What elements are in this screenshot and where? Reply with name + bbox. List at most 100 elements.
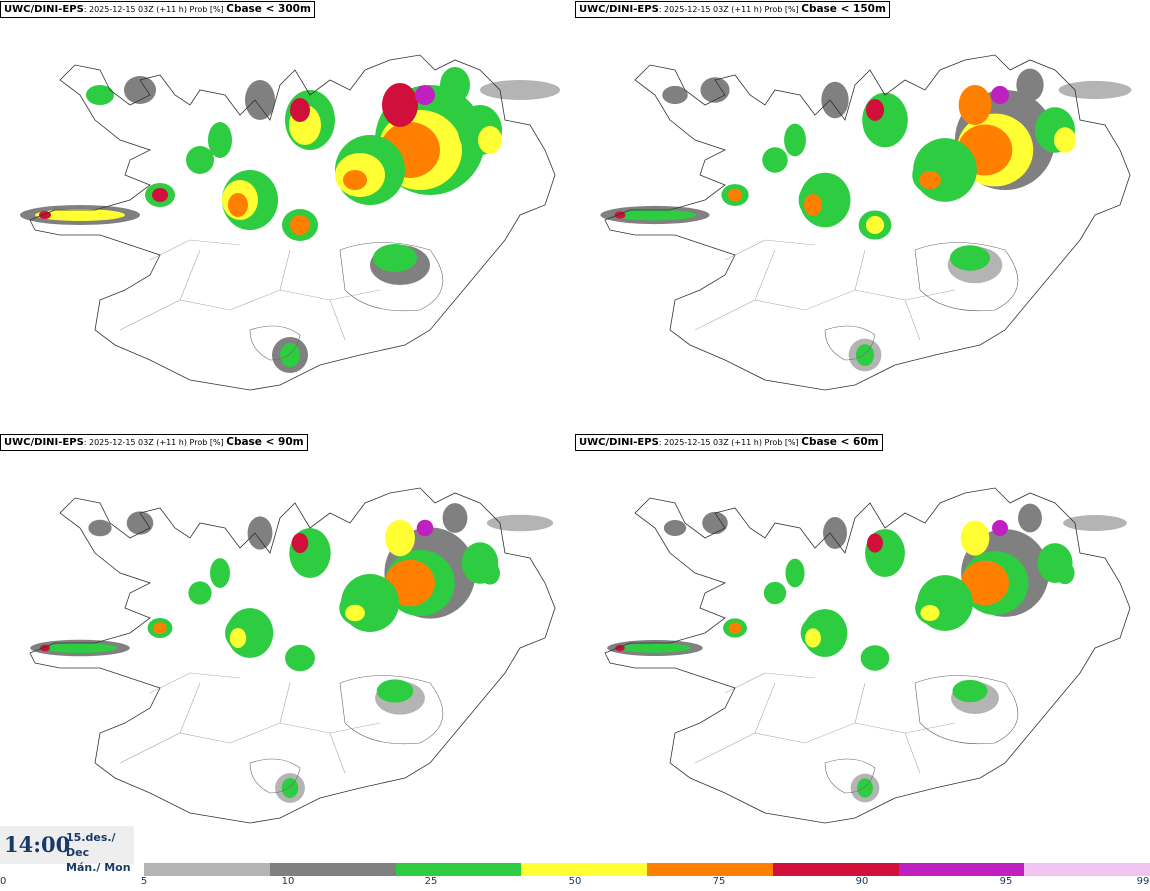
scale-segment bbox=[395, 863, 522, 876]
probability-area bbox=[208, 122, 232, 158]
probability-area bbox=[784, 123, 806, 157]
probability-area bbox=[42, 643, 118, 653]
day-line: Mán./ Mon bbox=[66, 861, 131, 874]
map-panel-300m: UWC/DINI-EPS: 2025-12-15 03Z (+11 h) Pro… bbox=[0, 0, 575, 430]
probability-area bbox=[1055, 561, 1075, 585]
probability-area bbox=[343, 170, 367, 190]
probability-area bbox=[290, 98, 310, 122]
road-lines bbox=[119, 239, 381, 341]
iceland-probability-map bbox=[600, 54, 1132, 391]
probability-area bbox=[35, 209, 125, 221]
valid-date: 15.des./ Dec Mán./ Mon bbox=[66, 830, 134, 875]
probability-area bbox=[867, 533, 883, 553]
run-info: : 2025-12-15 03Z (+11 h) Prob [%] bbox=[83, 5, 227, 14]
color-scale-bar bbox=[144, 863, 1150, 876]
probability-area bbox=[857, 778, 873, 798]
probability-area bbox=[727, 188, 743, 202]
scale-label: 5 bbox=[140, 876, 148, 887]
road-lines bbox=[694, 239, 956, 341]
run-info: : 2025-12-15 03Z (+11 h) Prob [%] bbox=[658, 5, 802, 14]
probability-area bbox=[478, 126, 502, 154]
probability-area bbox=[188, 581, 212, 605]
probability-area bbox=[958, 84, 992, 126]
probability-area bbox=[855, 344, 875, 366]
scale-segment bbox=[772, 863, 899, 876]
probability-area bbox=[152, 188, 168, 202]
panel-title-150m: UWC/DINI-EPS: 2025-12-15 03Z (+11 h) Pro… bbox=[575, 1, 890, 18]
iceland-probability-map bbox=[604, 487, 1131, 824]
probability-area bbox=[619, 643, 691, 653]
threshold-label: Cbase < 90m bbox=[226, 436, 304, 448]
probability-area bbox=[1063, 515, 1127, 531]
probability-area bbox=[728, 622, 742, 634]
glacier-outline bbox=[249, 675, 444, 794]
probability-area bbox=[992, 520, 1008, 536]
panel-title-60m: UWC/DINI-EPS: 2025-12-15 03Z (+11 h) Pro… bbox=[575, 434, 883, 451]
scale-segment bbox=[521, 863, 647, 876]
probability-area bbox=[280, 343, 300, 367]
scale-label: 25 bbox=[424, 876, 438, 887]
scale-label: 10 bbox=[281, 876, 295, 887]
run-info: : 2025-12-15 03Z (+11 h) Prob [%] bbox=[83, 438, 227, 447]
probability-area bbox=[291, 649, 309, 667]
threshold-label: Cbase < 300m bbox=[226, 3, 311, 15]
probability-area bbox=[1058, 80, 1132, 100]
scale-label: 0 bbox=[0, 876, 7, 887]
probability-area bbox=[480, 80, 560, 100]
probability-area bbox=[805, 628, 821, 648]
probability-area bbox=[186, 146, 214, 174]
color-scale-labels: 0 5 10 25 50 75 90 95 99 bbox=[0, 876, 1150, 890]
probability-area bbox=[245, 80, 275, 120]
probability-area bbox=[867, 650, 883, 666]
probability-area bbox=[961, 560, 1009, 606]
probability-area bbox=[345, 604, 365, 622]
valid-time-box: 14:00 15.des./ Dec Mán./ Mon bbox=[0, 826, 134, 874]
probability-area bbox=[865, 99, 885, 121]
model-name: UWC/DINI-EPS bbox=[4, 4, 84, 15]
scale-segment bbox=[144, 863, 270, 876]
scale-segment bbox=[269, 863, 396, 876]
probability-area bbox=[281, 778, 299, 798]
probability-area bbox=[803, 194, 823, 216]
probability-area bbox=[290, 215, 310, 235]
probability-area bbox=[821, 81, 849, 119]
coastline bbox=[29, 54, 556, 391]
probability-area bbox=[382, 83, 418, 127]
probability-area bbox=[376, 679, 414, 703]
threshold-label: Cbase < 150m bbox=[801, 3, 886, 15]
valid-time: 14:00 bbox=[4, 832, 71, 857]
run-info: : 2025-12-15 03Z (+11 h) Prob [%] bbox=[658, 438, 802, 447]
scale-label: 75 bbox=[712, 876, 726, 887]
threshold-label: Cbase < 60m bbox=[801, 436, 879, 448]
model-name: UWC/DINI-EPS bbox=[579, 437, 659, 448]
probability-area bbox=[229, 628, 247, 648]
probability-area bbox=[702, 511, 728, 535]
probability-area bbox=[920, 605, 940, 621]
probability-area bbox=[153, 622, 167, 634]
probability-area bbox=[228, 193, 248, 217]
coastline bbox=[604, 54, 1131, 391]
probability-area bbox=[210, 558, 230, 588]
probability-area bbox=[415, 85, 435, 105]
probability-area bbox=[1054, 127, 1076, 153]
probability-area bbox=[785, 558, 805, 588]
map-panel-90m: UWC/DINI-EPS: 2025-12-15 03Z (+11 h) Pro… bbox=[0, 433, 575, 863]
probability-area bbox=[126, 511, 154, 535]
scale-label: 50 bbox=[568, 876, 582, 887]
scale-label: 90 bbox=[855, 876, 869, 887]
probability-area bbox=[247, 516, 273, 550]
scale-label: 99 bbox=[1136, 876, 1150, 887]
probability-area bbox=[1018, 503, 1042, 533]
probability-area bbox=[480, 561, 500, 585]
glacier-outline bbox=[824, 242, 1019, 361]
probability-area bbox=[416, 519, 434, 537]
date-line: 15.des./ Dec bbox=[66, 831, 116, 859]
probability-area bbox=[291, 533, 309, 553]
probability-area bbox=[86, 85, 114, 105]
probability-area bbox=[88, 519, 112, 537]
probability-area bbox=[1016, 68, 1044, 102]
glacier-outline bbox=[824, 675, 1019, 794]
map-panel-60m: UWC/DINI-EPS: 2025-12-15 03Z (+11 h) Pro… bbox=[575, 433, 1150, 863]
probability-area bbox=[762, 147, 788, 173]
road-lines bbox=[119, 672, 381, 774]
